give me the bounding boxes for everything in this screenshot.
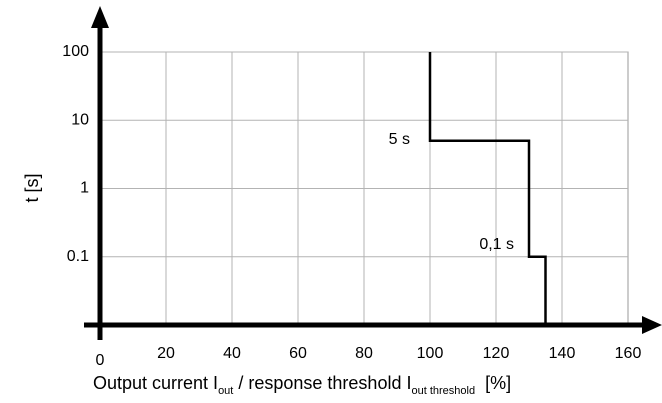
x-axis-arrow: [642, 316, 662, 334]
annotations: 5 s 0,1 s: [389, 131, 514, 253]
y-tick-label: 0.1: [67, 248, 89, 265]
y-tick-label: 10: [71, 111, 89, 128]
y-tick-label: 1: [80, 180, 89, 197]
x-tick-label: 0: [96, 352, 105, 369]
series-line: [428, 52, 547, 325]
x-axis-label-unit: [%]: [475, 373, 512, 393]
x-axis-label-text: Output current I: [93, 373, 219, 393]
x-axis-label-middle: / response threshold I: [233, 373, 412, 393]
x-axis-label-sub-out: out: [218, 385, 234, 397]
x-tick-labels: 0 20 40 60 80 100 120 140 160: [96, 345, 642, 369]
y-axis-label: t [s]: [22, 173, 42, 202]
x-tick-label: 100: [417, 345, 444, 362]
x-tick-label: 60: [289, 345, 307, 362]
y-axis-arrow: [91, 6, 109, 28]
x-tick-label: 40: [223, 345, 241, 362]
x-axis-label-sub-threshold: out threshold: [411, 385, 476, 397]
axes: [84, 6, 662, 340]
x-tick-label: 140: [549, 345, 576, 362]
annotation-label: 0,1 s: [479, 236, 514, 253]
x-tick-label: 20: [157, 345, 175, 362]
x-tick-label: 160: [615, 345, 642, 362]
x-tick-label: 80: [355, 345, 373, 362]
annotation-label: 5 s: [389, 131, 410, 148]
x-tick-label: 120: [483, 345, 510, 362]
x-axis-label: Output current Iout / response threshold…: [93, 373, 511, 401]
grid: [99, 51, 629, 326]
y-tick-labels: 100 10 1 0.1: [62, 43, 89, 265]
y-tick-label: 100: [62, 43, 89, 60]
